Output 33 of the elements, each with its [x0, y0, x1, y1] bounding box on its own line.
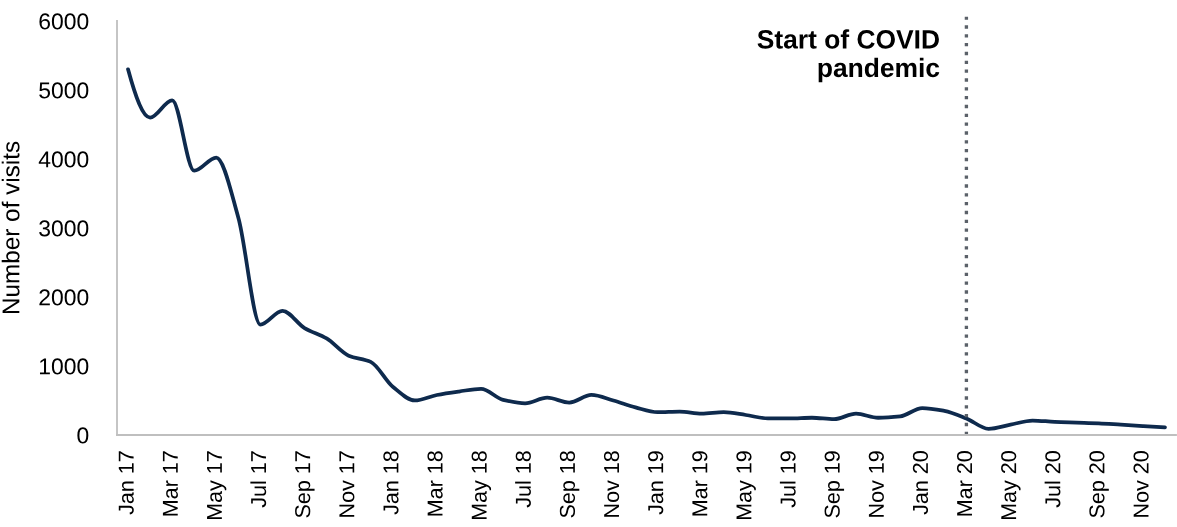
- y-axis-title: Number of visits: [1, 141, 20, 314]
- x-tick-label: Jul 17: [250, 451, 267, 508]
- y-tick-label: 4000: [38, 151, 89, 168]
- x-tick-label: Sep 19: [824, 451, 845, 518]
- x-tick-label: Mar 20: [956, 451, 973, 516]
- x-tick-label: May 19: [736, 451, 756, 520]
- x-tick-label: Jan 20: [912, 451, 929, 515]
- y-tick-label: 6000: [39, 13, 89, 30]
- x-tick-label: Mar 19: [692, 451, 708, 516]
- x-tick-label: May 18: [471, 451, 492, 520]
- y-tick-label: 3000: [39, 220, 89, 237]
- x-tick-label: Jan 17: [118, 451, 134, 515]
- x-tick-label: Sep 20: [1089, 451, 1109, 518]
- x-tick-label: Nov 17: [339, 451, 355, 517]
- x-tick-label: Nov 20: [1133, 451, 1149, 517]
- y-tick-label: 2000: [39, 289, 89, 306]
- y-tick-label: 1000: [39, 358, 89, 375]
- x-tick-label: Sep 18: [559, 451, 580, 518]
- x-tick-label: May 17: [207, 451, 227, 520]
- y-tick-label: 5000: [39, 82, 89, 99]
- x-tick-label: Jan 18: [383, 451, 399, 515]
- x-tick-label: Sep 17: [295, 451, 315, 518]
- x-tick-label: Jul 20: [1044, 451, 1061, 508]
- x-tick-label: Nov 19: [868, 451, 884, 517]
- y-tick-label: 0: [77, 427, 89, 444]
- x-tick-label: Jul 18: [515, 451, 531, 508]
- x-tick-label: Nov 18: [603, 451, 620, 517]
- x-tick-label: Mar 18: [427, 451, 443, 516]
- x-tick-label: Jan 19: [648, 451, 664, 515]
- ref-line-label: Start of COVID pandemic: [757, 29, 940, 83]
- x-tick-label: Mar 17: [162, 451, 178, 516]
- x-tick-label: May 20: [1001, 451, 1021, 520]
- x-tick-label: Jul 19: [779, 451, 796, 508]
